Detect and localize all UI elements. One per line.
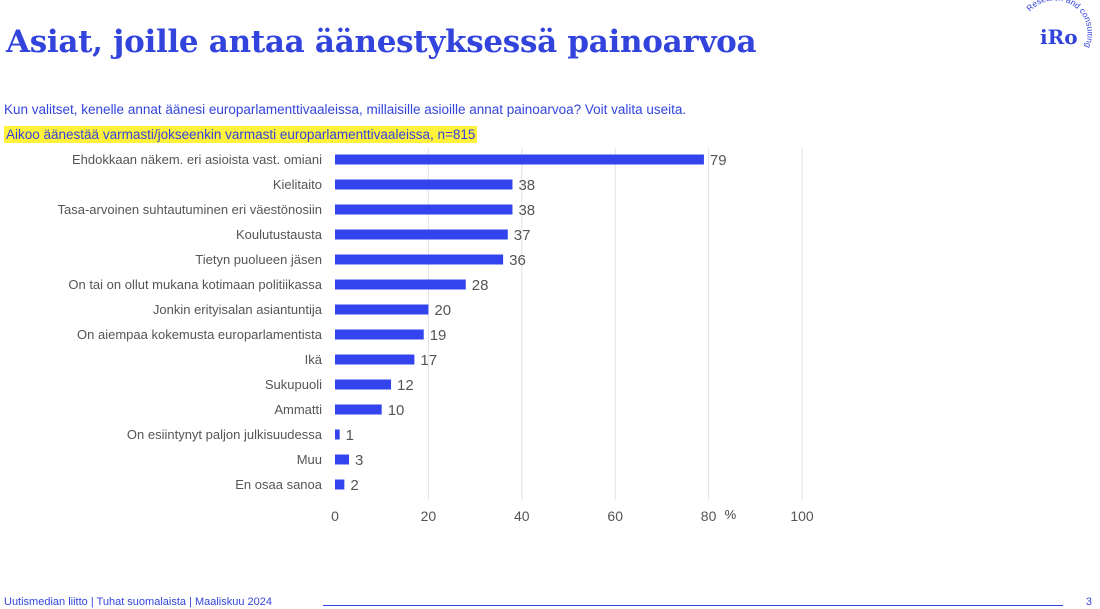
category-label: On tai on ollut mukana kotimaan politiik… xyxy=(68,277,322,292)
footer-divider xyxy=(323,605,1063,606)
bar xyxy=(335,404,382,415)
category-label: En osaa sanoa xyxy=(235,477,323,492)
value-label: 1 xyxy=(346,427,354,444)
page-title: Asiat, joille antaa äänestyksessä painoa… xyxy=(6,24,757,60)
category-label: Sukupuoli xyxy=(265,377,322,392)
page-number: 3 xyxy=(1085,596,1092,608)
bar xyxy=(335,154,704,165)
value-label: 20 xyxy=(434,302,451,319)
value-label: 10 xyxy=(388,402,405,419)
bar xyxy=(335,304,429,315)
category-label: Kielitaito xyxy=(273,177,322,192)
category-label: On esiintynyt paljon julkisuudessa xyxy=(127,427,323,442)
bar xyxy=(335,479,345,490)
value-label: 38 xyxy=(518,177,535,194)
bar xyxy=(335,429,340,440)
category-label: Muu xyxy=(297,452,322,467)
x-tick-label: 100 xyxy=(790,508,814,524)
x-tick-label: 80 xyxy=(701,508,717,524)
unit-label: % xyxy=(725,507,737,522)
x-tick-label: 0 xyxy=(331,508,339,524)
bar xyxy=(335,229,508,240)
value-label: 2 xyxy=(350,477,358,494)
x-tick-label: 60 xyxy=(607,508,623,524)
bar xyxy=(335,379,392,390)
category-label: Jonkin erityisalan asiantuntija xyxy=(153,302,323,317)
bar xyxy=(335,454,350,465)
value-labels: 79 38 38 37 36 28 20 19 17 12 10 13 2 xyxy=(346,152,727,494)
value-label: 28 xyxy=(472,277,489,294)
x-axis-ticks: 0 20 40 60 80 100 xyxy=(331,508,814,524)
value-label: 79 xyxy=(710,152,727,169)
bar-chart: Ehdokkaan näkem. eri asioista vast. omia… xyxy=(58,148,814,524)
logo-text: iRo xyxy=(1040,25,1078,49)
category-label: On aiempaa kokemusta europarlamentista xyxy=(77,327,323,342)
grid-lines xyxy=(427,148,803,500)
category-label: Tasa-arvoinen suhtautuminen eri väestöno… xyxy=(58,202,323,217)
category-label: Ikä xyxy=(305,352,323,367)
bars xyxy=(335,154,704,490)
value-label: 12 xyxy=(397,377,414,394)
category-label: Ehdokkaan näkem. eri asioista vast. omia… xyxy=(72,152,322,167)
value-label: 19 xyxy=(430,327,447,344)
x-tick-label: 20 xyxy=(421,508,437,524)
category-label: Ammatti xyxy=(274,402,322,417)
bar xyxy=(335,354,415,365)
value-label: 38 xyxy=(518,202,535,219)
bar xyxy=(335,329,424,340)
category-labels: Ehdokkaan näkem. eri asioista vast. omia… xyxy=(58,152,323,492)
iro-logo: Research and consulting iRo xyxy=(1024,0,1092,50)
sample-base: Aikoo äänestää varmasti/jokseenkin varma… xyxy=(4,126,478,143)
value-label: 37 xyxy=(514,227,531,244)
category-label: Tietyn puolueen jäsen xyxy=(195,252,322,267)
bar xyxy=(335,204,513,215)
survey-question: Kun valitset, kenelle annat äänesi europ… xyxy=(4,102,687,117)
value-label: 3 xyxy=(355,452,363,469)
value-label: 17 xyxy=(420,352,437,369)
x-tick-label: 40 xyxy=(514,508,530,524)
value-label: 36 xyxy=(509,252,526,269)
category-label: Koulutustausta xyxy=(236,227,323,242)
footer-source: Uutismedian liitto | Tuhat suomalaista |… xyxy=(4,596,273,608)
bar xyxy=(335,179,513,190)
bar xyxy=(335,254,504,265)
bar xyxy=(335,279,466,290)
